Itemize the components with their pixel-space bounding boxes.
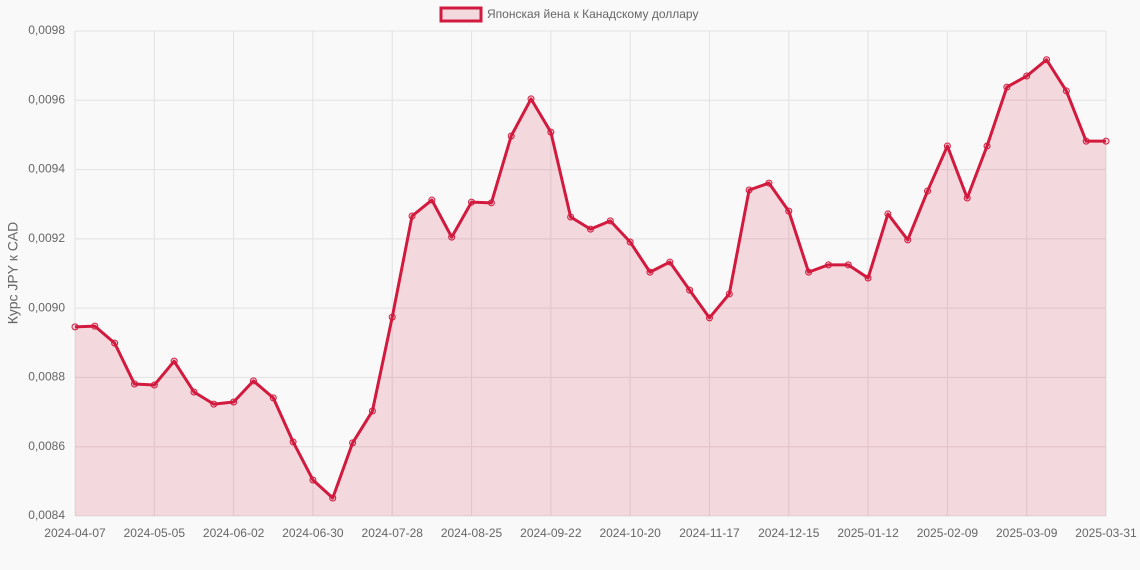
point [190, 388, 198, 396]
point [864, 274, 872, 282]
point [111, 339, 119, 347]
x-tick-label: 2024-09-22 [520, 526, 582, 540]
point [1082, 137, 1090, 145]
line [74, 58, 1106, 500]
y-tick-label: 0,0084 [28, 508, 65, 522]
point [468, 198, 476, 206]
area-fill [75, 59, 1106, 516]
point [963, 194, 971, 202]
x-tick-label: 2024-08-25 [441, 526, 503, 540]
point [785, 207, 793, 215]
point [249, 377, 257, 385]
point [705, 314, 713, 322]
point [368, 407, 376, 415]
point [1102, 137, 1110, 145]
point [943, 142, 951, 150]
point [428, 196, 436, 204]
point [150, 381, 158, 389]
x-tick-label: 2024-07-28 [362, 526, 424, 540]
point [567, 213, 575, 221]
point [349, 439, 357, 447]
point [1062, 87, 1070, 95]
x-tick-label: 2024-11-17 [679, 526, 740, 540]
point [230, 398, 238, 406]
point [805, 268, 813, 276]
point [289, 438, 297, 446]
point [626, 238, 634, 246]
y-tick-label: 0,0096 [28, 92, 65, 106]
point [646, 268, 654, 276]
x-tick-label: 2024-12-15 [758, 526, 820, 540]
point [844, 261, 852, 269]
point [666, 258, 674, 266]
x-tick-label: 2024-04-07 [44, 526, 106, 540]
point [91, 322, 99, 330]
point [884, 210, 892, 218]
point [904, 236, 912, 244]
point [924, 187, 932, 195]
point [309, 476, 317, 484]
x-tick-label: 2024-05-05 [124, 526, 186, 540]
point [1023, 72, 1031, 80]
y-tick-label: 0,0094 [28, 162, 65, 176]
point [408, 212, 416, 220]
point [745, 186, 753, 194]
legend-swatch [439, 6, 483, 23]
x-tick-label: 2025-03-31 [1075, 526, 1137, 540]
point [388, 313, 396, 321]
point [487, 199, 495, 207]
point [210, 400, 218, 408]
point [983, 142, 991, 150]
point [507, 132, 515, 140]
x-tick-label: 2024-06-30 [282, 526, 344, 540]
y-tick-label: 0,0088 [28, 370, 65, 384]
point [547, 128, 555, 136]
x-tick-label: 2025-02-09 [917, 526, 979, 540]
point [71, 323, 79, 331]
point [824, 261, 832, 269]
y-axis-label: Курс JPY к CAD [5, 222, 21, 325]
point [765, 179, 773, 187]
point [329, 494, 337, 502]
point [606, 217, 614, 225]
point [1043, 56, 1051, 64]
point [1003, 83, 1011, 91]
point [686, 286, 694, 294]
y-tick-label: 0,0090 [28, 300, 65, 314]
point [448, 233, 456, 241]
y-tick-label: 0,0098 [28, 23, 65, 37]
point [527, 95, 535, 103]
point [269, 394, 277, 402]
x-tick-label: 2024-10-20 [599, 526, 661, 540]
x-tick-label: 2025-03-09 [996, 526, 1058, 540]
point [130, 380, 138, 388]
legend-label: Японская йена к Канадскому доллару [487, 7, 698, 21]
x-tick-label: 2024-06-02 [203, 526, 265, 540]
x-tick-label: 2025-01-12 [837, 526, 899, 540]
point [587, 225, 594, 233]
point [170, 357, 178, 365]
y-tick-label: 0,0086 [28, 439, 65, 453]
point [725, 290, 733, 298]
y-tick-label: 0,0092 [28, 231, 65, 245]
